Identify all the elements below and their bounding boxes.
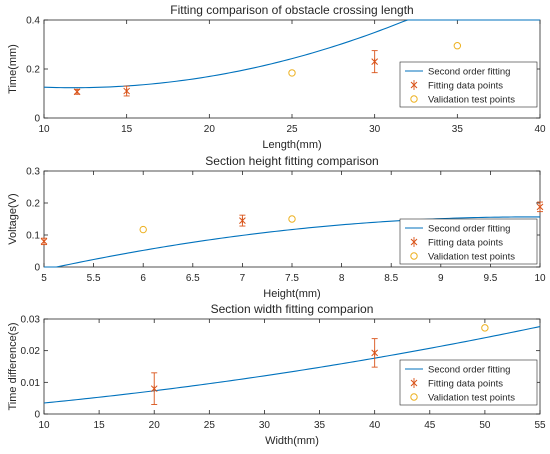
- legend-box: [399, 359, 538, 406]
- legend-entry: Second order fitting: [428, 365, 510, 376]
- legend-entry: Fitting data points: [428, 81, 503, 92]
- y-tick-label: 0.03: [21, 315, 41, 326]
- legend-entry: Fitting data points: [428, 379, 503, 390]
- asterisk-marker: [73, 88, 81, 96]
- fitting-data-point: [239, 214, 246, 227]
- legend-circle-sample: [410, 393, 418, 401]
- legend-box: [399, 61, 538, 108]
- x-tick-label: 35: [314, 420, 326, 431]
- x-tick-label: 15: [121, 124, 133, 135]
- fitting-data-point: [150, 372, 158, 405]
- axes-box: [43, 318, 541, 415]
- y-tick-label: 0.4: [26, 16, 40, 27]
- legend-asterisk-sample: [410, 379, 418, 387]
- y-tick-label: 0: [34, 114, 40, 125]
- x-tick-label: 40: [534, 124, 546, 135]
- x-tick-label: 40: [369, 420, 381, 431]
- y-tick-label: 0.02: [21, 346, 41, 357]
- x-tick-label: 55: [534, 420, 546, 431]
- legend-entry: Fitting data points: [428, 238, 503, 249]
- legend-circle-sample: [410, 95, 418, 103]
- asterisk-marker: [123, 87, 131, 95]
- x-tick-label: 7.5: [285, 273, 299, 284]
- y-tick-label: 0.3: [26, 167, 40, 178]
- x-tick-label: 35: [452, 124, 464, 135]
- legend-asterisk-sample: [410, 238, 418, 246]
- fitting-data-point: [73, 88, 81, 96]
- x-axis-label: Length(mm): [262, 139, 321, 151]
- legend-box: [399, 218, 538, 265]
- x-tick-label: 30: [369, 124, 381, 135]
- y-tick-label: 0.2: [26, 65, 40, 76]
- x-tick-label: 20: [204, 124, 216, 135]
- legend-asterisk-sample: [410, 81, 418, 89]
- x-tick-label: 5: [41, 273, 47, 284]
- fit-curve: [44, 216, 541, 268]
- x-tick-label: 10: [38, 124, 50, 135]
- legend-entry: Second order fitting: [428, 224, 510, 235]
- y-axis-label: Voltage(V): [7, 193, 19, 244]
- validation-test-point: [453, 42, 462, 50]
- x-tick-label: 10: [38, 420, 50, 431]
- x-tick-label: 45: [424, 420, 436, 431]
- fitting-data-point: [40, 237, 48, 246]
- validation-test-point: [288, 69, 296, 77]
- subplot-2: Section height fitting comparison 5 5.5 6 6.…: [7, 154, 546, 300]
- asterisk-marker: [239, 217, 246, 224]
- x-axis-label: Width(mm): [265, 435, 319, 447]
- fitting-data-point: [371, 338, 379, 368]
- legend: Second order fitting Fitting data points V…: [399, 218, 538, 265]
- asterisk-marker: [40, 238, 48, 245]
- legend-entry: Validation test points: [428, 393, 515, 404]
- x-tick-label: 8.5: [384, 273, 398, 284]
- y-tick-label: 0.2: [26, 199, 40, 210]
- legend-entry: Second order fitting: [428, 67, 510, 78]
- x-tick-label: 15: [94, 420, 106, 431]
- x-tick-label: 10: [534, 273, 546, 284]
- fitting-data-point: [123, 85, 131, 97]
- chart-title: Fitting comparison of obstacle crossing …: [170, 3, 413, 17]
- y-tick-label: 0: [34, 263, 40, 274]
- legend: Second order fitting Fitting data points V…: [399, 61, 538, 108]
- asterisk-marker: [371, 349, 379, 357]
- y-tick-label: 0.1: [26, 231, 40, 242]
- x-tick-label: 20: [149, 420, 161, 431]
- y-tick-label: 0: [34, 410, 40, 421]
- fitting-data-point: [536, 201, 544, 213]
- validation-test-point: [288, 215, 296, 223]
- chart-title: Section height fitting comparison: [205, 154, 378, 168]
- asterisk-marker: [536, 203, 544, 211]
- x-tick-label: 9.5: [483, 273, 497, 284]
- subplot-3: Section width fitting comparion 10 15 20 25 3…: [7, 302, 546, 447]
- y-axis-label: Time difference(s): [7, 322, 19, 410]
- x-tick-label: 6.5: [186, 273, 200, 284]
- x-tick-label: 9: [438, 273, 444, 284]
- legend: Second order fitting Fitting data points V…: [399, 359, 538, 406]
- y-tick-label: 0.01: [21, 378, 41, 389]
- x-tick-label: 25: [286, 124, 298, 135]
- y-axis-label: Time(mm): [7, 44, 19, 94]
- asterisk-marker: [371, 58, 379, 66]
- validation-test-point: [481, 324, 489, 332]
- legend-entry: Validation test points: [428, 252, 515, 263]
- x-tick-label: 5.5: [87, 273, 101, 284]
- x-tick-label: 8: [339, 273, 345, 284]
- legend-circle-sample: [410, 252, 418, 260]
- x-tick-label: 6: [140, 273, 146, 284]
- x-tick-label: 50: [479, 420, 491, 431]
- fitting-data-point: [371, 50, 379, 74]
- x-tick-label: 30: [259, 420, 271, 431]
- asterisk-marker: [150, 385, 158, 393]
- x-tick-label: 25: [204, 420, 216, 431]
- subplot-1: Fitting comparison of obstacle crossing …: [7, 3, 546, 151]
- chart-title: Section width fitting comparion: [211, 302, 374, 316]
- fit-curve: [43, 326, 541, 404]
- x-tick-label: 7: [240, 273, 246, 284]
- validation-test-point: [139, 225, 147, 234]
- x-axis-label: Height(mm): [263, 288, 320, 300]
- legend-entry: Validation test points: [428, 95, 515, 106]
